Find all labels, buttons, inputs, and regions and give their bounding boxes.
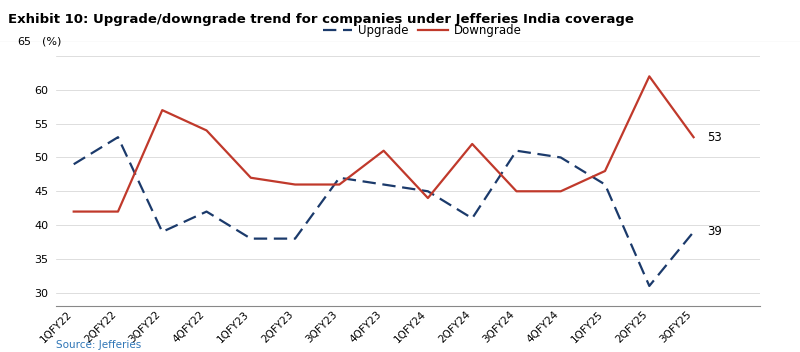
Text: Source: Jefferies: Source: Jefferies [56, 340, 142, 350]
Legend: Upgrade, Downgrade: Upgrade, Downgrade [318, 19, 526, 42]
Text: 39: 39 [707, 225, 722, 238]
Text: 65: 65 [18, 37, 31, 47]
Text: 53: 53 [707, 131, 722, 144]
Text: (%): (%) [42, 37, 62, 47]
Text: Exhibit 10: Upgrade/downgrade trend for companies under Jefferies India coverage: Exhibit 10: Upgrade/downgrade trend for … [8, 13, 634, 25]
